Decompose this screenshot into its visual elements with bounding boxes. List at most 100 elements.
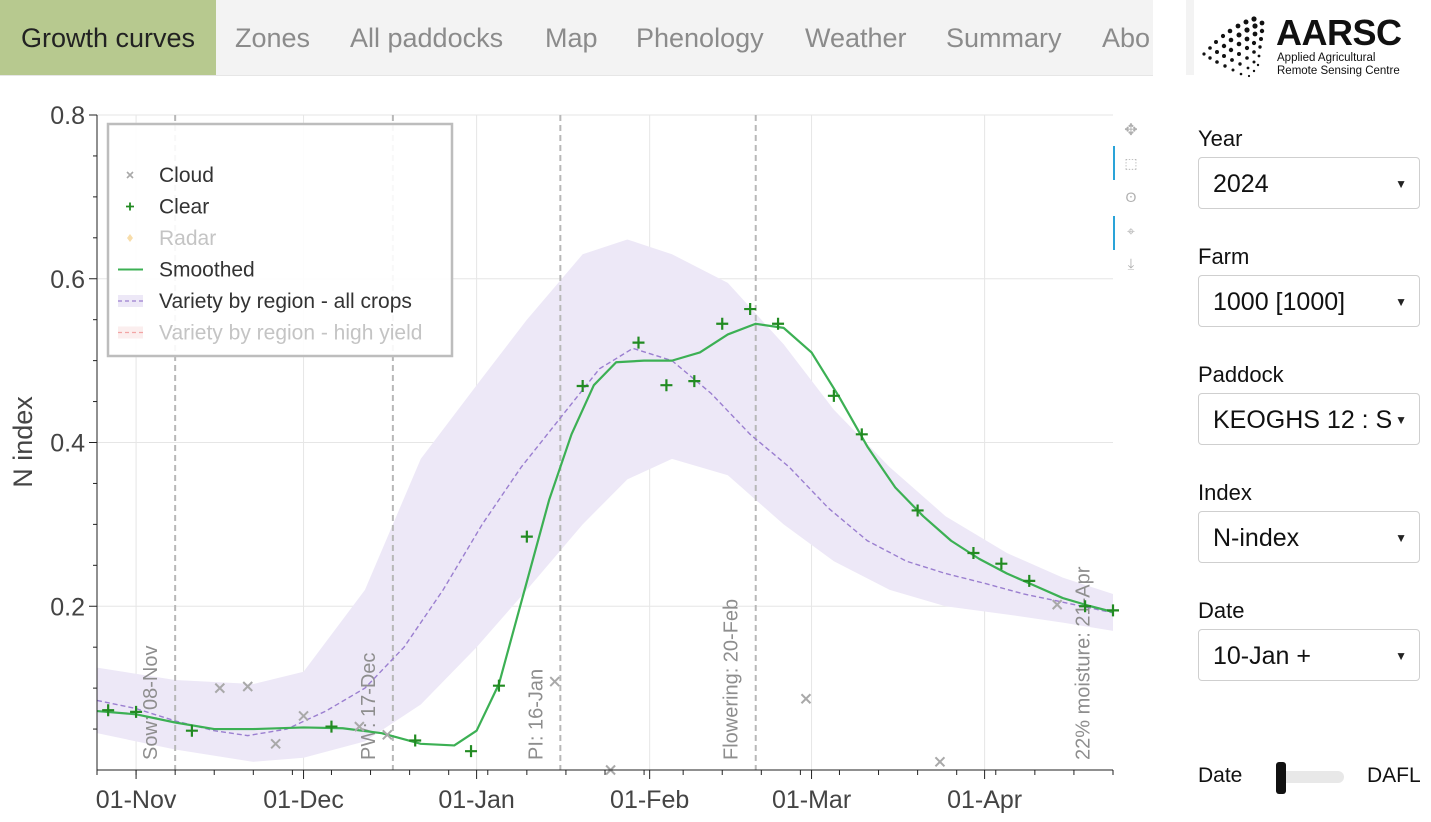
year-label: Year [1198, 126, 1243, 151]
cloud-point [382, 729, 393, 741]
cloud-point [800, 693, 812, 704]
date-value: 10-Jan + [1213, 642, 1311, 670]
tab-about[interactable]: Abo [1102, 23, 1151, 53]
chart-legend: Cloud Clear Radar Smoothed Variety by region… [106, 122, 454, 358]
clear-point [102, 704, 115, 717]
clear-point [995, 557, 1008, 570]
legend-label-clear: Clear [159, 196, 209, 219]
legend-clear-icon [126, 202, 134, 211]
clear-point [688, 375, 701, 388]
clear-point [744, 303, 757, 316]
legend-cloud-icon [126, 171, 134, 179]
download-icon[interactable]: ⤓ [1127, 256, 1135, 273]
event-label: PW: 17-Dec [358, 653, 380, 760]
toggle-knob[interactable] [1276, 762, 1286, 794]
growth-curve-chart: Sow: 08-Nov PW: 17-Dec PI: 16-Jan Flowering… [8, 102, 1119, 814]
logo-subtitle-line1: Applied Agricultural [1277, 52, 1376, 64]
tab-growth-curves[interactable]: Growth curves [0, 0, 216, 75]
date-label: Date [1198, 598, 1245, 623]
tab-scroll-gap [1186, 0, 1194, 75]
logo-title: AARSC [1276, 12, 1402, 53]
clear-point [716, 317, 729, 330]
legend-label-variety-by-region-all-crops: Variety by region - all crops [159, 290, 412, 313]
clear-point [632, 336, 645, 349]
toggle-label-date: Date [1198, 764, 1243, 787]
event-label: Sow: 08-Nov [140, 646, 162, 761]
legend-band-swatch [118, 295, 143, 307]
cloud-point [270, 738, 281, 750]
event-label: PI: 16-Jan [525, 669, 547, 760]
legend-label-cloud: Cloud [159, 164, 214, 187]
tab-bar: Growth curves Zones All paddocks Map Phe… [0, 0, 1153, 76]
clear-point [911, 504, 924, 517]
legend-box [106, 122, 454, 358]
tab-weather[interactable]: Weather [805, 23, 907, 53]
clear-point [827, 389, 840, 402]
cloud-point [934, 756, 946, 768]
y-tick-label: 0.4 [50, 430, 85, 458]
legend-label-smoothed: Smoothed [159, 259, 255, 282]
tab-map[interactable]: Map [545, 23, 598, 53]
variety-all-crops-line [96, 347, 1114, 737]
clear-point [185, 724, 198, 737]
logo-subtitle: Applied Agricultural Remote Sensing Cent… [1277, 52, 1400, 78]
tab-zones[interactable]: Zones [235, 23, 311, 53]
smoothed-line [96, 322, 1114, 747]
caret-down-icon: ▼ [1395, 295, 1407, 309]
clear-point [1023, 574, 1036, 587]
logo-subtitle-line2: Remote Sensing Centre [1277, 65, 1400, 77]
cloud-point [298, 710, 309, 722]
index-value: N-index [1213, 524, 1300, 552]
cloud-point [1051, 599, 1063, 610]
year-value: 2024 [1213, 170, 1269, 198]
caret-down-icon: ▼ [1395, 531, 1407, 545]
year-select[interactable]: 2024 ▼ [1198, 157, 1420, 209]
y-axis-label: N index [8, 396, 38, 488]
x-tick-label: 01-Mar [772, 786, 851, 814]
farm-select[interactable]: 1000 [1000] ▼ [1198, 275, 1420, 327]
tab-all-paddocks[interactable]: All paddocks [350, 23, 504, 53]
clear-point [1079, 600, 1092, 613]
clear-point [772, 317, 785, 330]
tab-summary[interactable]: Summary [946, 23, 1062, 53]
lasso-icon[interactable]: ʘ [1125, 189, 1137, 205]
date-dafl-toggle[interactable] [1276, 771, 1344, 783]
y-tick-label: 0.8 [50, 102, 85, 130]
index-label: Index [1198, 480, 1252, 505]
pan-icon[interactable]: ✥ [1124, 122, 1138, 139]
cloud-point [242, 681, 253, 692]
x-tick-label: 01-Dec [263, 786, 344, 814]
caret-down-icon: ▼ [1395, 649, 1407, 663]
cloud-point [549, 676, 560, 687]
clear-point [855, 428, 868, 441]
modebar-active-indicator [1113, 216, 1115, 250]
zoom-icon[interactable]: ⬚ [1124, 155, 1138, 171]
farm-label: Farm [1198, 244, 1250, 269]
caret-down-icon: ▼ [1395, 413, 1407, 427]
clear-point [325, 720, 338, 733]
clear-point [1107, 604, 1119, 617]
x-tick-label: 01-Jan [438, 786, 514, 814]
paddock-label: Paddock [1198, 362, 1284, 387]
clear-point [409, 734, 422, 747]
x-tick-label: 01-Feb [610, 786, 689, 814]
x-tick-label: 01-Apr [947, 786, 1022, 814]
legend-label-radar: Radar [159, 227, 216, 250]
cloud-point [354, 721, 365, 732]
logo-dots-icon [1202, 16, 1265, 78]
clear-point [130, 705, 143, 718]
cloud-point [214, 682, 226, 694]
select-icon[interactable]: ⌖ [1127, 223, 1135, 239]
y-tick-label: 0.2 [50, 593, 85, 621]
variety-range-band [97, 239, 1113, 762]
toggle-label-dafl: DAFL [1367, 764, 1421, 787]
clear-point [576, 380, 589, 393]
tab-phenology[interactable]: Phenology [636, 23, 764, 53]
date-select[interactable]: 10-Jan + ▼ [1198, 629, 1420, 681]
paddock-value: KEOGHS 12 : S [1213, 406, 1393, 434]
modebar-active-indicator [1113, 146, 1115, 180]
index-select[interactable]: N-index ▼ [1198, 511, 1420, 563]
caret-down-icon: ▼ [1395, 177, 1407, 191]
paddock-select[interactable]: KEOGHS 12 : S ▼ [1198, 393, 1420, 445]
farm-value: 1000 [1000] [1213, 288, 1346, 316]
